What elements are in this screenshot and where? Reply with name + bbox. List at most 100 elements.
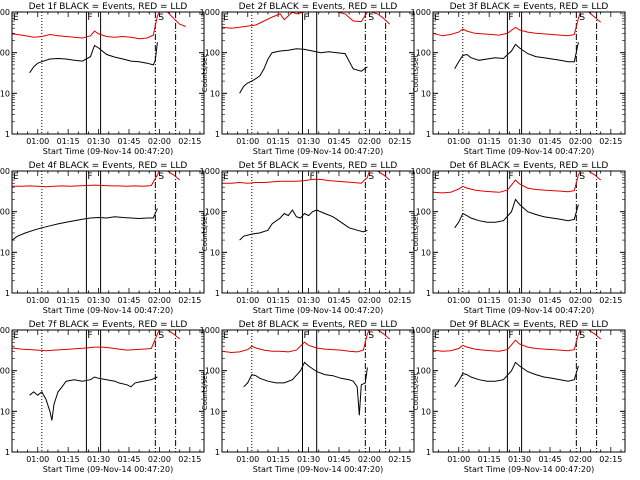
y-tick-label: 100 [0, 49, 10, 58]
y-tick-label: 100 [0, 367, 10, 376]
x-tick-label: 01:00 [447, 137, 470, 146]
marker-label-e: E [13, 331, 19, 341]
x-tick-label: 02:00 [148, 296, 171, 305]
x-tick-label: 01:45 [538, 137, 561, 146]
x-axis-label: Start Time (09-Nov-14 00:47:20) [253, 306, 383, 315]
y-axis-label: Counts/sec [412, 372, 420, 411]
y-tick-label: 1000 [200, 326, 220, 335]
y-tick-label: 1 [426, 130, 431, 139]
marker-label-s: S [579, 13, 585, 23]
marker-label-e: E [223, 13, 229, 23]
chart-title: Det 4f BLACK = Events, RED = LLD [29, 161, 188, 171]
chart-title: Det 2f BLACK = Events, RED = LLD [239, 2, 398, 12]
x-tick-label: 01:15 [267, 137, 290, 146]
marker-label-f: F [87, 172, 92, 182]
chart-panel-7: Det 7f BLACK = Events, RED = LLDCounts/s… [0, 320, 205, 474]
y-axis-label: Counts/sec [201, 372, 209, 411]
marker-label-e: E [434, 331, 440, 341]
marker-label-e: E [13, 13, 19, 23]
y-tick-label: 10 [0, 89, 10, 98]
lld-series-line [432, 11, 581, 37]
marker-label-e: E [434, 172, 440, 182]
marker-label-s: S [158, 331, 164, 341]
events-series-line [11, 208, 158, 241]
chart-title: Det 9f BLACK = Events, RED = LLD [450, 320, 609, 330]
y-tick-label: 100 [416, 367, 431, 376]
x-tick-label: 01:45 [327, 296, 350, 305]
events-series-line [454, 42, 579, 70]
x-tick-label: 01:30 [297, 455, 320, 464]
events-series-line [454, 198, 579, 229]
marker-label-e: E [223, 331, 229, 341]
x-tick-label: 02:15 [178, 455, 201, 464]
x-tick-label: 01:30 [508, 455, 531, 464]
lld-series-line [221, 11, 368, 29]
x-axis-label: Start Time (09-Nov-14 00:47:20) [253, 147, 383, 156]
lld-series-tail [167, 11, 186, 27]
lld-series-tail [167, 170, 181, 181]
x-tick-label: 02:00 [148, 137, 171, 146]
x-tick-label: 01:15 [57, 296, 80, 305]
lld-series-line [11, 11, 160, 40]
y-tick-label: 1000 [0, 8, 10, 17]
x-tick-label: 01:00 [26, 455, 49, 464]
x-tick-label: 02:00 [569, 296, 592, 305]
x-tick-label: 02:15 [599, 455, 622, 464]
y-tick-label: 100 [0, 208, 10, 217]
y-tick-label: 100 [205, 208, 220, 217]
marker-label-s: S [579, 172, 585, 182]
x-tick-label: 02:00 [569, 137, 592, 146]
x-tick-label: 01:00 [236, 296, 259, 305]
events-series-line [243, 361, 368, 416]
x-tick-label: 01:00 [447, 296, 470, 305]
lld-series-tail [371, 11, 391, 25]
lld-series-tail [377, 329, 391, 340]
x-tick-label: 02:15 [178, 137, 201, 146]
chart-panel-3: Det 3f BLACK = Events, RED = LLD Counts/s… [411, 2, 626, 156]
chart-title: Det 7f BLACK = Events, RED = LLD [29, 320, 188, 330]
y-tick-label: 1 [215, 448, 220, 457]
lld-series-tail [377, 170, 391, 181]
lld-series-line [221, 329, 370, 354]
y-tick-label: 1000 [411, 167, 431, 176]
x-axis-label: Start Time (09-Nov-14 00:47:20) [464, 465, 594, 474]
lld-series-line [432, 170, 581, 194]
y-axis-label: Counts/sec [412, 213, 420, 252]
x-tick-label: 01:00 [447, 455, 470, 464]
x-tick-label: 01:30 [508, 296, 531, 305]
lld-series-line [11, 329, 160, 352]
x-tick-label: 01:45 [117, 455, 140, 464]
y-tick-label: 10 [210, 407, 220, 416]
x-axis-label: Start Time (09-Nov-14 00:47:20) [43, 147, 173, 156]
x-axis-label: Start Time (09-Nov-14 00:47:20) [464, 147, 594, 156]
marker-label-s: S [158, 13, 164, 23]
y-tick-label: 100 [416, 208, 431, 217]
x-axis-label: Start Time (09-Nov-14 00:47:20) [43, 465, 173, 474]
y-tick-label: 1 [5, 289, 10, 298]
y-tick-label: 100 [205, 49, 220, 58]
marker-label-s: S [158, 172, 164, 182]
x-tick-label: 02:00 [358, 455, 381, 464]
x-tick-label: 02:00 [569, 455, 592, 464]
x-tick-label: 01:45 [117, 137, 140, 146]
y-tick-label: 10 [210, 248, 220, 257]
x-tick-label: 02:00 [358, 137, 381, 146]
lld-series-line [12, 170, 160, 188]
marker-label-e: E [13, 172, 19, 182]
lld-series-tail [588, 329, 602, 340]
y-tick-label: 1000 [411, 8, 431, 17]
y-tick-label: 1 [426, 448, 431, 457]
y-tick-label: 1000 [0, 167, 10, 176]
plot-frame [11, 11, 205, 135]
x-tick-label: 01:45 [327, 455, 350, 464]
y-tick-label: 100 [205, 367, 220, 376]
chart-panel-1: Det 1f BLACK = Events, RED = LLDCounts/s… [0, 2, 205, 156]
chart-panel-5: Det 5f BLACK = Events, RED = LLD Counts/s… [200, 161, 415, 315]
plot-frame [432, 170, 626, 294]
events-series-line [239, 209, 368, 241]
x-tick-label: 01:00 [26, 137, 49, 146]
plot-frame [221, 329, 415, 453]
y-tick-label: 10 [421, 89, 431, 98]
marker-label-f: F [303, 13, 308, 23]
